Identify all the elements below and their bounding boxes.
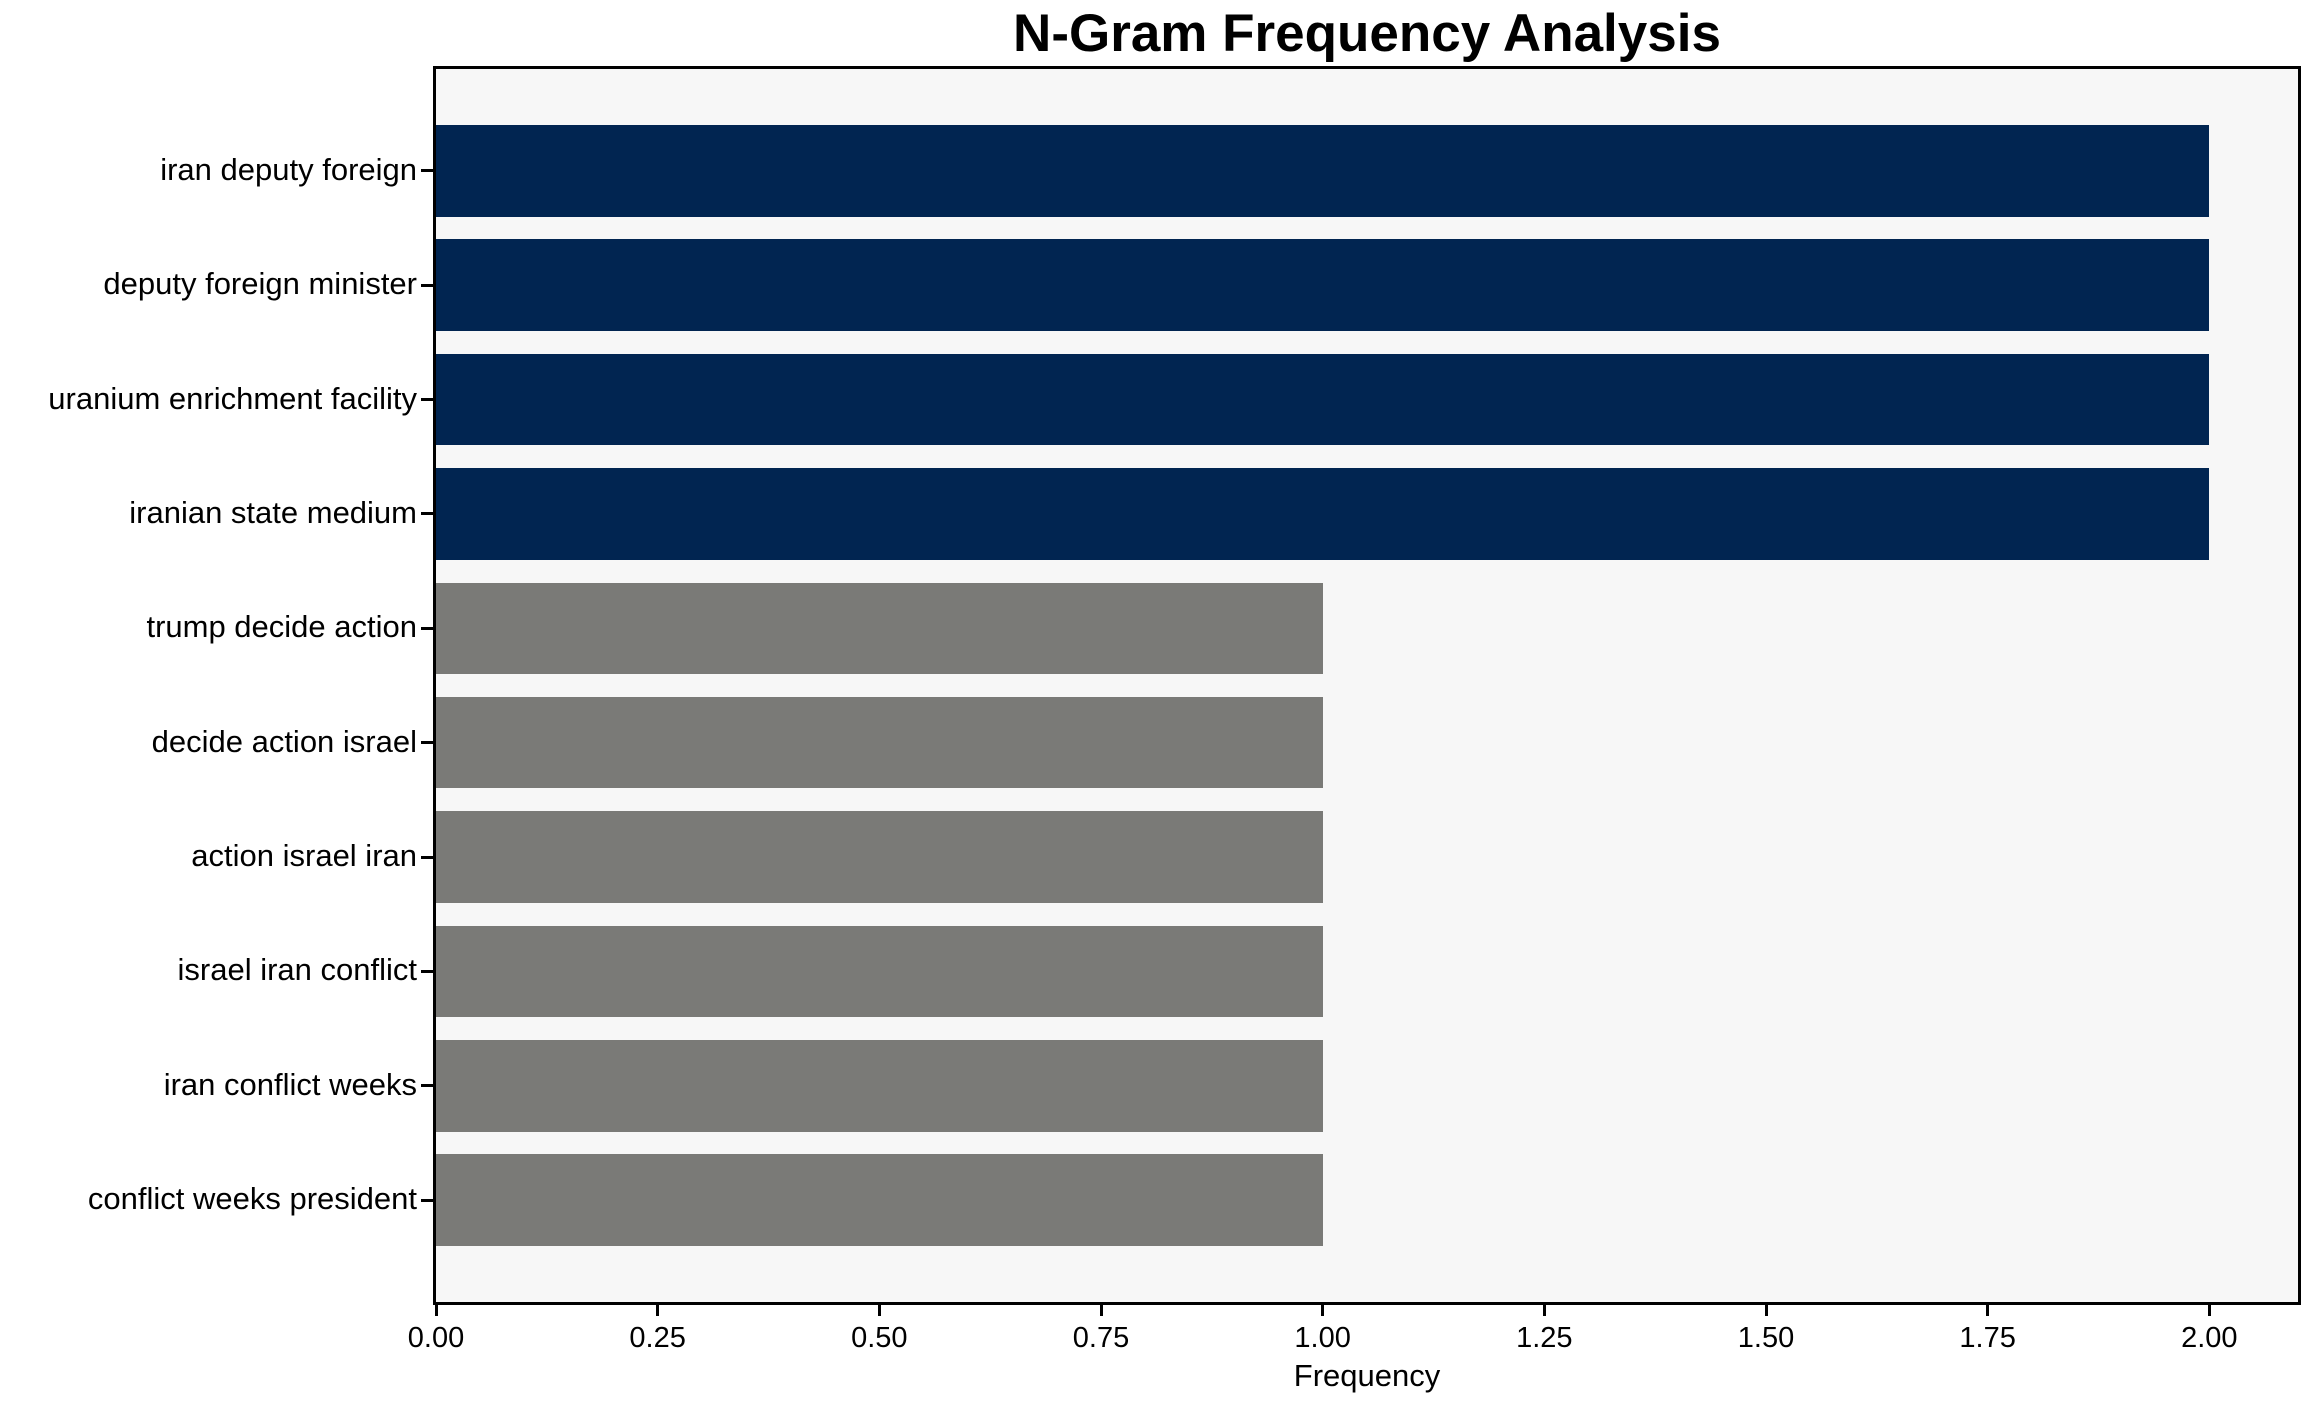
y-tick-mark (421, 741, 433, 745)
x-tick-label: 1.00 (1294, 1322, 1351, 1354)
y-tick-mark (421, 855, 433, 859)
bar-uranium-enrichment-facility (436, 353, 2210, 446)
y-tick-mark (421, 1084, 433, 1088)
y-tick-label: deputy foreign minister (103, 266, 417, 302)
bar-action-israel-iran (436, 811, 1323, 903)
x-tick-label: 0.00 (407, 1322, 465, 1354)
y-tick-label: trump decide action (146, 609, 417, 645)
y-tick-label: iran deputy foreign (160, 151, 417, 187)
y-tick-mark (421, 169, 433, 173)
x-tick-mark (1542, 1305, 1546, 1316)
y-tick-label: action israel iran (191, 838, 417, 874)
plot-area (433, 66, 2301, 1305)
y-tick-mark (421, 512, 433, 516)
y-tick-label: israel iran conflict (177, 952, 417, 988)
x-tick-label: 0.50 (851, 1322, 908, 1354)
x-tick-label: 0.25 (629, 1322, 686, 1354)
x-tick-label: 1.25 (1516, 1322, 1573, 1354)
y-tick-mark (421, 398, 433, 402)
chart-title: N-Gram Frequency Analysis (1013, 4, 1721, 63)
bar-trump-decide-action (436, 582, 1323, 675)
x-tick-mark (877, 1305, 881, 1316)
x-tick-mark (434, 1305, 438, 1316)
x-tick-label: 2.00 (2181, 1322, 2238, 1354)
bar-iran-conflict-weeks (436, 1040, 1323, 1132)
bar-iran-deputy-foreign (436, 125, 2210, 217)
bar-iranian-state-medium (436, 468, 2210, 560)
x-tick-mark (1099, 1305, 1103, 1316)
x-tick-mark (656, 1305, 660, 1316)
bar-decide-action-israel (436, 696, 1323, 789)
bar-deputy-foreign-minister (436, 239, 2210, 331)
x-axis-label: Frequency (1293, 1358, 1441, 1393)
bar-conflict-weeks-president (436, 1154, 1323, 1246)
y-tick-label: uranium enrichment facility (48, 380, 417, 416)
x-tick-label: 1.75 (1959, 1322, 2016, 1354)
y-tick-label: iran conflict weeks (163, 1066, 417, 1102)
y-tick-label: decide action israel (151, 723, 417, 759)
y-tick-mark (421, 969, 433, 973)
y-tick-mark (421, 626, 433, 630)
x-tick-mark (1321, 1305, 1325, 1316)
y-tick-mark (421, 1198, 433, 1202)
y-tick-mark (421, 283, 433, 287)
x-tick-mark (1764, 1305, 1768, 1316)
y-tick-label: conflict weeks president (87, 1181, 417, 1217)
x-tick-label: 0.75 (1072, 1322, 1130, 1354)
y-tick-label: iranian state medium (129, 494, 417, 530)
bar-israel-iran-conflict (436, 925, 1323, 1018)
x-tick-mark (2207, 1305, 2211, 1316)
x-tick-mark (1986, 1305, 1990, 1316)
x-tick-label: 1.50 (1737, 1322, 1795, 1354)
